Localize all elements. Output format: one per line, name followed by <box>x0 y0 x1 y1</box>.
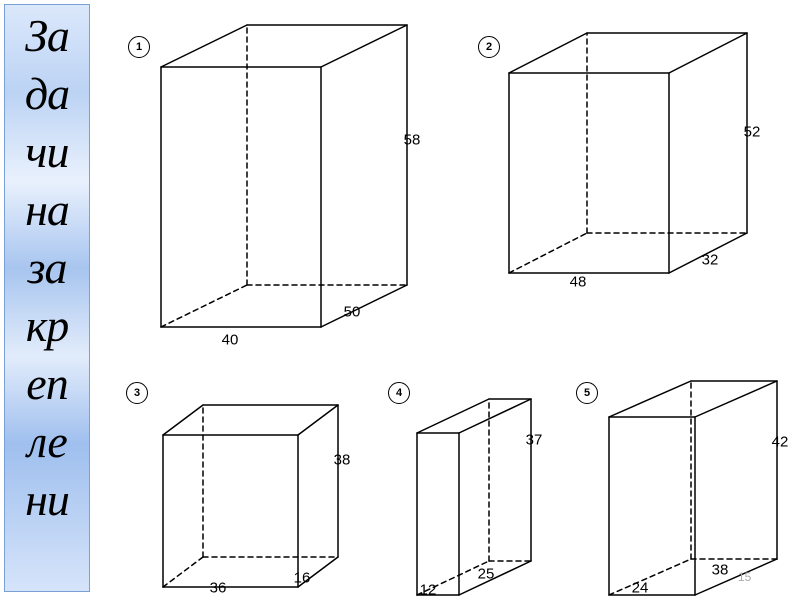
title-line: за <box>5 239 89 297</box>
cuboid-marker-1: 1 <box>128 36 150 58</box>
cuboid-5 <box>608 380 778 596</box>
cuboid-5-depth: 38 <box>712 562 729 579</box>
cuboid-4-depth: 25 <box>478 566 495 583</box>
title-panel: За да чи на за кр еп ле ни <box>4 4 90 592</box>
cuboid-3-depth: 16 <box>294 570 311 587</box>
cuboid-3-width: 36 <box>210 580 227 597</box>
title-line: ни <box>5 471 89 529</box>
cuboid-2-height: 52 <box>744 124 761 141</box>
title-line: чи <box>5 123 89 181</box>
cuboid-3-height: 38 <box>334 452 351 469</box>
page-number: 15 <box>738 570 751 584</box>
cuboid-2-depth: 32 <box>702 252 719 269</box>
title-line: на <box>5 181 89 239</box>
cuboid-1 <box>160 24 408 328</box>
title-line: еп <box>5 355 89 413</box>
title-line: За <box>5 7 89 65</box>
cuboid-2-width: 48 <box>570 274 587 291</box>
cuboid-marker-2: 2 <box>478 36 500 58</box>
cuboid-1-width: 40 <box>222 332 239 349</box>
cuboid-3 <box>162 404 339 588</box>
title-line: кр <box>5 297 89 355</box>
cuboid-4 <box>416 398 532 596</box>
title-line: да <box>5 65 89 123</box>
cuboid-4-width: 12 <box>420 582 437 599</box>
cuboid-5-height: 42 <box>772 434 789 451</box>
cuboid-1-height: 58 <box>404 132 421 149</box>
cuboid-1-depth: 50 <box>344 304 361 321</box>
cuboid-marker-3: 3 <box>126 382 148 404</box>
cuboid-2 <box>508 32 748 274</box>
cuboid-4-height: 37 <box>526 432 543 449</box>
cuboid-marker-4: 4 <box>388 382 410 404</box>
cuboid-5-width: 24 <box>632 580 649 597</box>
title-line: ле <box>5 413 89 471</box>
cuboid-marker-5: 5 <box>576 382 598 404</box>
diagram-stage: { "title": { "lines": ["За", "да", "чи",… <box>0 0 800 600</box>
